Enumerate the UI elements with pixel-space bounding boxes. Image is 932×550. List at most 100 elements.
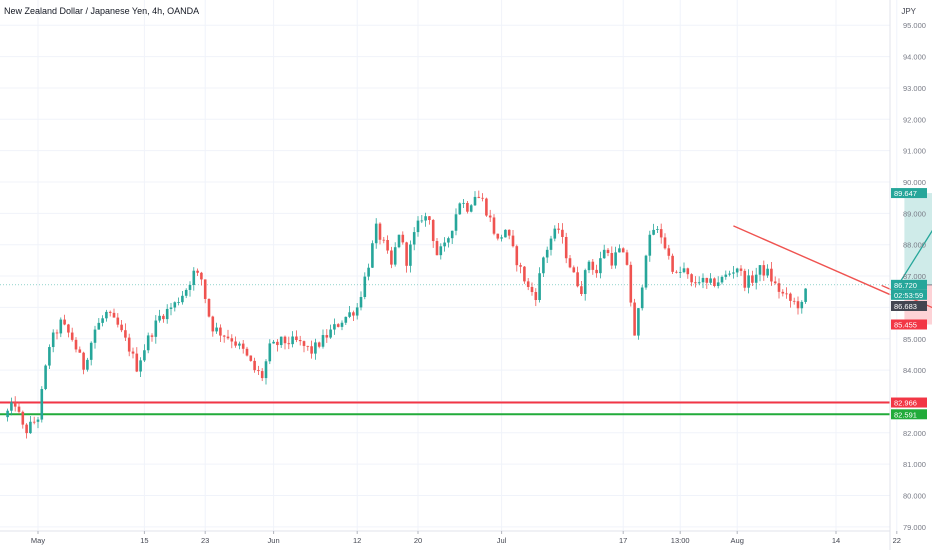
candle-body	[580, 286, 583, 295]
time-axis[interactable]: May1523Jun1220Jul1713:00Aug1422Sep1119Oc…	[0, 530, 932, 545]
candle-body	[713, 278, 716, 286]
y-tick-label: 82.000	[903, 429, 926, 438]
y-tick-label: 93.000	[903, 84, 926, 93]
candle-body	[116, 317, 120, 325]
candle-body	[143, 350, 146, 361]
stop-tag	[891, 319, 927, 330]
candle-body	[272, 341, 275, 344]
candle-body	[424, 216, 427, 221]
candle-body	[583, 270, 587, 295]
candle-body	[32, 421, 36, 423]
candle-body	[770, 268, 773, 282]
candle-body	[405, 242, 408, 266]
candle-body	[146, 335, 150, 351]
candle-body	[352, 312, 355, 316]
candle-body	[333, 324, 336, 330]
candle-body	[340, 322, 344, 327]
candle-body	[40, 389, 44, 420]
candle-body	[621, 248, 625, 253]
candle-body	[542, 257, 545, 274]
candle-body	[450, 230, 454, 239]
candle-body	[245, 348, 249, 356]
candle-body	[766, 268, 769, 276]
candle-body	[325, 335, 329, 338]
candle-body	[276, 341, 279, 346]
candle-body	[709, 278, 712, 283]
candle-body	[488, 215, 492, 218]
candle-body	[747, 275, 750, 288]
candle-body	[150, 335, 154, 337]
candle-body	[336, 324, 340, 327]
candle-body	[667, 248, 671, 256]
y-tick-label: 90.000	[903, 178, 926, 187]
candle-body	[773, 281, 777, 284]
x-tick-label: 14	[832, 536, 840, 545]
candle-body	[158, 315, 161, 321]
candle-body	[234, 341, 237, 346]
candle-body	[530, 286, 534, 293]
y-tick-label: 95.000	[903, 21, 926, 30]
candle-body	[633, 302, 636, 336]
candle-body	[694, 282, 697, 284]
x-tick-label: 15	[140, 536, 148, 545]
candle-body	[428, 216, 431, 221]
candle-body	[595, 269, 598, 274]
candle-body	[671, 255, 674, 272]
support-tag-text: 82.591	[894, 410, 917, 419]
candle-body	[348, 312, 351, 317]
resistance-tag-text: 82.966	[894, 399, 917, 408]
candle-body	[238, 343, 241, 346]
candle-body	[268, 343, 272, 362]
candle-body	[602, 249, 606, 259]
price-axis[interactable]: 95.000 94.000 93.000 92.000 91.000 90.000 89.0…	[889, 0, 926, 550]
candle-body	[74, 339, 78, 350]
candle-body	[492, 217, 496, 234]
candle-body	[697, 282, 701, 284]
resistance-tag	[891, 397, 927, 408]
x-tick-label: 22	[893, 536, 901, 545]
candle-body	[25, 424, 28, 434]
candle-body	[215, 327, 218, 332]
y-tick-label: 89.000	[903, 209, 926, 218]
candle-body	[279, 336, 283, 346]
candle-body	[447, 238, 450, 243]
y-tick-label: 81.000	[903, 460, 926, 469]
bid-tag	[891, 300, 927, 311]
candle-body	[257, 370, 260, 372]
candle-body	[51, 332, 55, 348]
candle-body	[572, 267, 576, 273]
candle-body	[561, 229, 564, 237]
candle-body	[226, 336, 230, 339]
candle-body	[36, 419, 40, 422]
candle-body	[177, 302, 180, 303]
candle-body	[63, 319, 66, 325]
countdown-tag	[891, 289, 927, 300]
candle-body	[534, 292, 538, 301]
candle-body	[629, 264, 633, 303]
candle-body	[648, 234, 652, 256]
candle-body	[13, 402, 17, 407]
candle-body	[477, 196, 481, 198]
x-tick-label: May	[31, 536, 45, 545]
x-tick-label: Aug	[731, 536, 744, 545]
candle-body	[462, 202, 465, 204]
candle-body	[443, 242, 446, 247]
x-tick-label: 13:00	[671, 536, 690, 545]
candle-body	[682, 268, 686, 273]
candle-body	[735, 268, 739, 273]
candle-body	[188, 284, 192, 290]
currency-label[interactable]: JPY	[901, 7, 916, 16]
candle-body	[222, 335, 226, 337]
horizontal-levels[interactable]	[0, 284, 890, 416]
candle-body	[131, 351, 135, 354]
candle-body	[139, 360, 142, 372]
candle-body	[412, 232, 416, 245]
target-tag-text: 89.647	[894, 189, 917, 198]
candle-body	[614, 252, 617, 266]
candle-body	[553, 228, 557, 239]
candle-body	[184, 289, 188, 296]
candle-body	[101, 318, 104, 323]
candle-body	[17, 406, 21, 412]
candle-body	[29, 421, 32, 434]
